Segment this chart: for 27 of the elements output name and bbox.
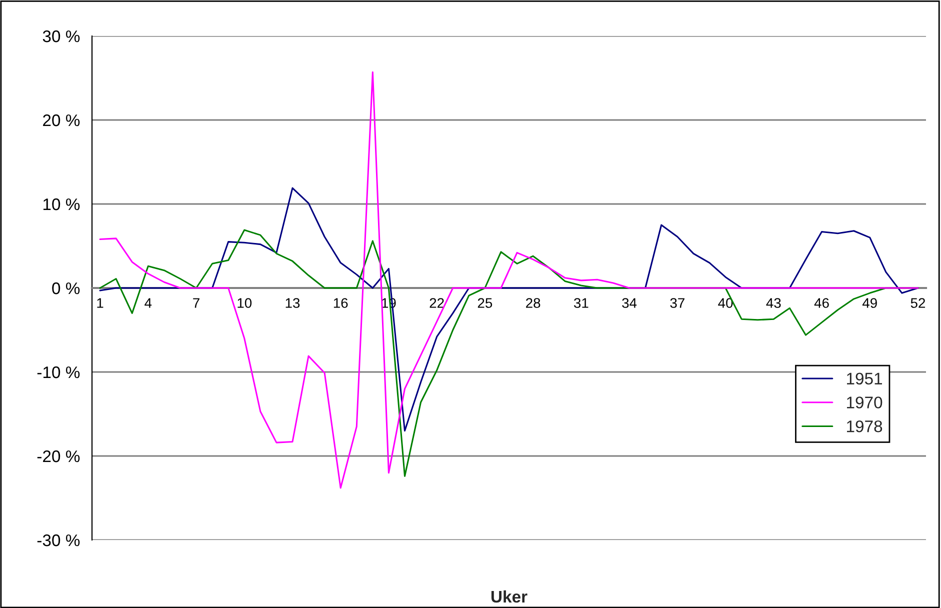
x-tick-label: 13 xyxy=(286,298,300,308)
x-tick-label: 10 xyxy=(238,298,252,308)
legend-label: 1951 xyxy=(847,372,882,385)
x-tick-label: 1 xyxy=(97,298,104,308)
y-tick-label: -10 % xyxy=(37,366,80,378)
y-tick-label: 20 % xyxy=(43,114,80,126)
x-axis-title: Uker xyxy=(491,590,528,603)
x-tick-label: 37 xyxy=(670,298,684,308)
x-tick-label: 22 xyxy=(430,298,444,308)
y-tick-label: -20 % xyxy=(37,450,80,462)
x-tick-label: 25 xyxy=(478,298,492,308)
legend-label: 1970 xyxy=(847,396,882,408)
x-tick-label: 34 xyxy=(622,298,637,308)
legend-label: 1978 xyxy=(847,420,882,432)
x-tick-label: 46 xyxy=(814,298,829,308)
x-tick-label: 43 xyxy=(766,298,781,308)
x-tick-label: 4 xyxy=(144,298,152,308)
y-tick-label: -30 % xyxy=(37,534,80,546)
x-tick-label: 52 xyxy=(910,298,926,308)
x-tick-label: 28 xyxy=(526,298,540,308)
y-tick-label: 0 % xyxy=(52,282,80,294)
x-tick-label: 49 xyxy=(862,298,877,308)
x-tick-label: 31 xyxy=(574,298,588,308)
y-tick-label: 10 % xyxy=(43,198,80,210)
x-tick-label: 16 xyxy=(334,298,348,308)
x-tick-label: 7 xyxy=(193,298,200,308)
y-tick-label: 30 % xyxy=(42,30,80,42)
